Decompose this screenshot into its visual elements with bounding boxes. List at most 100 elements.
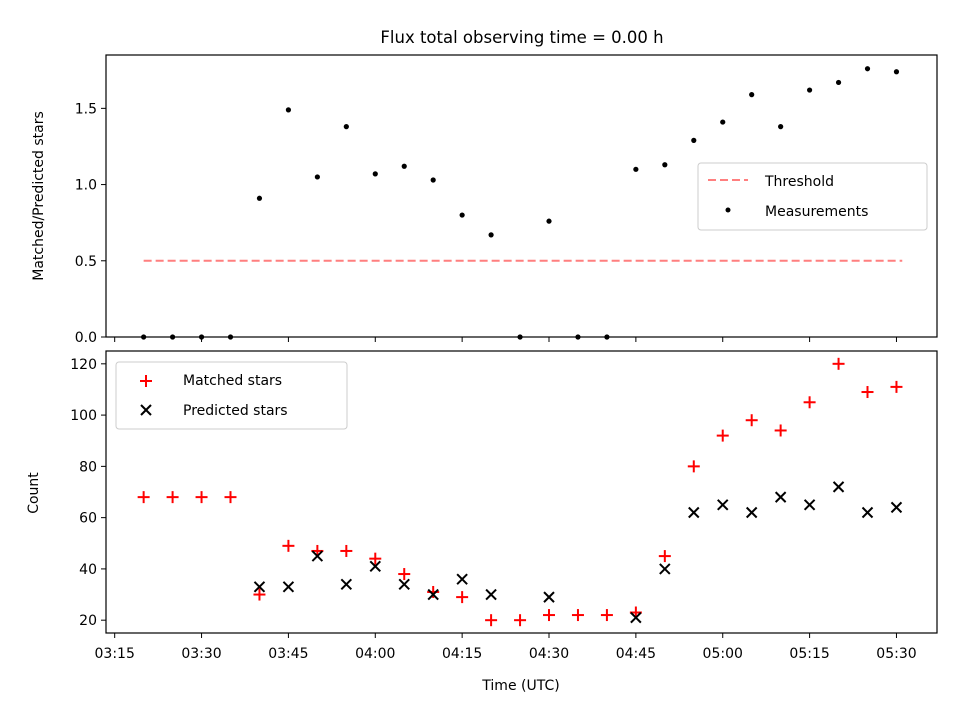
predicted-stars-point-b: [688, 506, 700, 519]
matched-stars-point: [427, 585, 440, 598]
matched-stars-point: [571, 609, 584, 622]
count-y-tick-label: 40: [79, 562, 97, 578]
matched-stars-point: [456, 591, 469, 604]
measurement-point: [633, 166, 639, 172]
ratio-y-tick-label: 0.0: [75, 330, 97, 346]
measurement-point: [401, 163, 407, 169]
measurement-point: [893, 69, 900, 75]
predicted-stars-point: [832, 481, 845, 493]
count-plot: [137, 357, 903, 627]
matched-stars-point: [543, 609, 556, 622]
predicted-stars-point: [485, 588, 497, 601]
measurement-point: [285, 107, 292, 113]
predicted-stars-point: [630, 611, 642, 624]
measurement-point: [343, 124, 349, 130]
predicted-stars-point-b: [803, 499, 816, 511]
count-y-tick-label: 100: [70, 408, 97, 424]
count-y-tick-label: 20: [79, 613, 97, 629]
matched-stars-point: [166, 491, 179, 504]
matched-stars-point: [485, 614, 498, 627]
count-y-tick-label: 120: [70, 357, 97, 373]
predicted-stars-point-b: [398, 578, 410, 590]
legend-threshold-label: Threshold: [764, 174, 834, 190]
ratio-plot-frame: [105, 54, 938, 338]
matched-stars-point: [890, 380, 903, 393]
x-tick-label: 04:15: [442, 646, 482, 662]
legend-measurements-swatch: [725, 207, 731, 213]
ratio-y-tick-label: 0.5: [75, 254, 97, 270]
count-y-tick-label: 60: [79, 511, 97, 527]
x-tick-label: 04:45: [616, 646, 656, 662]
matched-stars-point: [195, 491, 208, 504]
measurement-point: [864, 66, 871, 72]
matched-stars-point: [687, 460, 700, 473]
measurement-point: [662, 162, 668, 168]
count-legend: Matched stars Predicted stars: [115, 361, 348, 430]
predicted-stars-point: [282, 581, 295, 593]
bottom-y-axis-label: Count: [26, 472, 42, 514]
ratio-legend: Threshold Measurements: [697, 162, 928, 231]
matched-stars-point: [716, 429, 729, 442]
ratio-legend-box: [697, 162, 928, 231]
measurement-point: [488, 232, 494, 238]
ratio-plot: [141, 66, 903, 340]
matched-stars-point: [658, 550, 671, 563]
measurement-point: [546, 218, 552, 224]
predicted-stars-point-b: [485, 588, 497, 601]
matched-stars-point: [600, 609, 613, 622]
x-tick-label: 03:45: [268, 646, 308, 662]
matched-stars-point: [398, 568, 411, 581]
matched-stars-point: [745, 414, 758, 427]
matched-stars-point: [803, 396, 816, 409]
matched-stars-point: [340, 544, 353, 557]
matched-stars-point: [282, 539, 295, 552]
count-legend-box: [115, 361, 348, 430]
matched-stars-point: [253, 588, 266, 601]
matched-stars-point: [369, 552, 382, 565]
top-y-axis-label: Matched/Predicted stars: [31, 111, 47, 281]
count-y-tick-label: 80: [79, 459, 97, 475]
measurement-point: [372, 171, 378, 177]
measurement-point: [778, 124, 784, 130]
predicted-stars-point-b: [456, 573, 468, 585]
predicted-stars-point-b: [717, 499, 729, 511]
predicted-stars-point-b: [543, 591, 555, 603]
matched-stars-point: [137, 491, 150, 504]
measurement-point: [459, 212, 465, 218]
top-chart-title: Flux total observing time = 0.00 h: [380, 28, 663, 47]
predicted-stars-point: [774, 491, 787, 503]
predicted-stars-point-b: [832, 481, 845, 493]
legend-matched-swatch: [140, 375, 152, 387]
predicted-stars-point-b: [745, 506, 758, 519]
matched-stars-point: [774, 424, 787, 437]
predicted-stars-point-b: [311, 550, 324, 562]
measurement-point: [314, 174, 320, 180]
matched-stars-point: [832, 357, 845, 370]
x-tick-label: 05:30: [876, 646, 916, 662]
predicted-stars-point-b: [340, 578, 353, 590]
count-plot-frame: [105, 350, 938, 634]
ratio-y-tick-label: 1.0: [75, 178, 97, 194]
matched-stars-point: [224, 491, 237, 504]
predicted-stars-point-b: [890, 501, 903, 514]
legend-predicted-swatch: [140, 404, 152, 416]
predicted-stars-point-b: [630, 611, 642, 624]
predicted-stars-point: [890, 501, 903, 514]
predicted-stars-point: [427, 588, 439, 601]
legend-measurements-label: Measurements: [765, 204, 868, 220]
measurement-point: [430, 177, 436, 183]
predicted-stars-point: [688, 506, 700, 519]
ratio-y-tick-label: 1.5: [75, 101, 97, 117]
x-tick-label: 05:00: [703, 646, 743, 662]
predicted-stars-point: [803, 499, 816, 511]
predicted-stars-point-b: [369, 560, 381, 573]
predicted-stars-point: [543, 591, 555, 603]
count-y-ticks: 20 40 60 80 100 120: [70, 357, 106, 629]
measurement-point: [749, 92, 755, 98]
matched-stars-point: [861, 386, 874, 399]
predicted-stars-point: [398, 578, 410, 590]
predicted-stars-point: [369, 560, 381, 573]
count-x-ticks: 03:15 03:30 03:45 04:00 04:15 04:30 04:45 05:00…: [95, 633, 917, 662]
x-tick-label: 05:15: [789, 646, 829, 662]
